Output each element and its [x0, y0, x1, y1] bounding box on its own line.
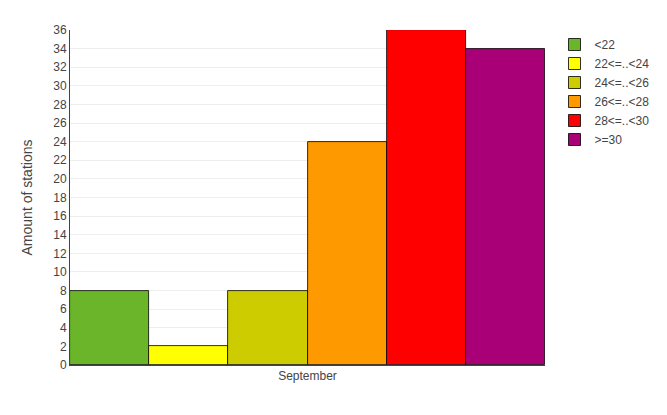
svg-text:2: 2	[60, 340, 67, 354]
svg-text:26<=..<28: 26<=..<28	[595, 95, 650, 109]
svg-text:36: 36	[53, 23, 67, 37]
svg-text:8: 8	[60, 284, 67, 298]
svg-text:14: 14	[53, 228, 67, 242]
svg-text:Amount of stations: Amount of stations	[19, 140, 35, 256]
svg-text:10: 10	[53, 265, 67, 279]
svg-text:0: 0	[60, 358, 67, 372]
svg-text:22<=..<24: 22<=..<24	[595, 57, 650, 71]
svg-text:28<=..<30: 28<=..<30	[595, 114, 650, 128]
svg-text:6: 6	[60, 302, 67, 316]
svg-text:September: September	[278, 369, 337, 383]
svg-text:16: 16	[53, 209, 67, 223]
svg-text:26: 26	[53, 116, 67, 130]
svg-text:4: 4	[60, 321, 67, 335]
svg-text:22: 22	[53, 153, 67, 167]
svg-text:34: 34	[53, 42, 67, 56]
svg-text:18: 18	[53, 191, 67, 205]
svg-text:24: 24	[53, 135, 67, 149]
svg-text:28: 28	[53, 98, 67, 112]
svg-text:32: 32	[53, 60, 67, 74]
svg-text:24<=..<26: 24<=..<26	[595, 76, 650, 90]
svg-text:<22: <22	[595, 38, 616, 52]
svg-text:>=30: >=30	[595, 133, 623, 147]
svg-text:30: 30	[53, 79, 67, 93]
svg-text:20: 20	[53, 172, 67, 186]
svg-text:12: 12	[53, 247, 67, 261]
